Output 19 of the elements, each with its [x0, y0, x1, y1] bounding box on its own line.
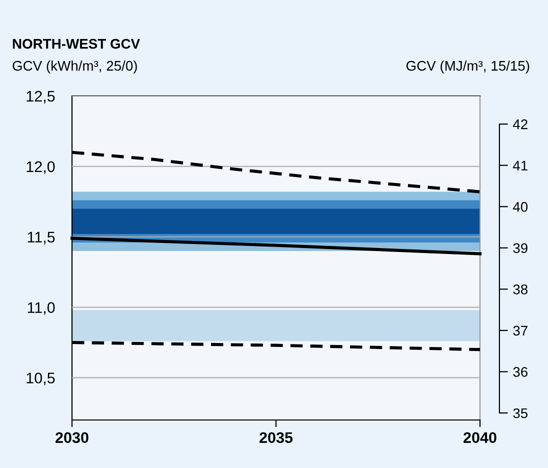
- y2-tick-label: 35: [513, 408, 528, 418]
- y2-tick-label: 40: [512, 202, 528, 212]
- y2-tick-label: 36: [513, 367, 528, 377]
- y-tick-label: 12,5: [26, 90, 55, 104]
- x-tick-label: 2040: [464, 432, 496, 444]
- x-tick-label: 2030: [56, 432, 88, 444]
- y2-tick-label: 42: [512, 119, 528, 130]
- y-tick-label: 12,0: [26, 161, 55, 174]
- chart-title: NORTH-WEST GCV: [12, 38, 140, 49]
- y2-axis-title: GCV (MJ/m³, 15/15): [406, 60, 530, 74]
- y-tick-label: 11,5: [28, 232, 55, 244]
- y-tick-label: 10,5: [26, 372, 55, 386]
- y2-tick-label: 37: [513, 326, 528, 336]
- y-axis-title: GCV (kWh/m³, 25/0): [12, 60, 137, 74]
- y-tick-label: 11,0: [28, 302, 55, 315]
- y2-tick-label: 41: [512, 160, 528, 170]
- x-tick-label: 2035: [260, 432, 293, 444]
- y2-tick-label: 38: [513, 284, 528, 294]
- y2-tick-label: 39: [513, 243, 528, 254]
